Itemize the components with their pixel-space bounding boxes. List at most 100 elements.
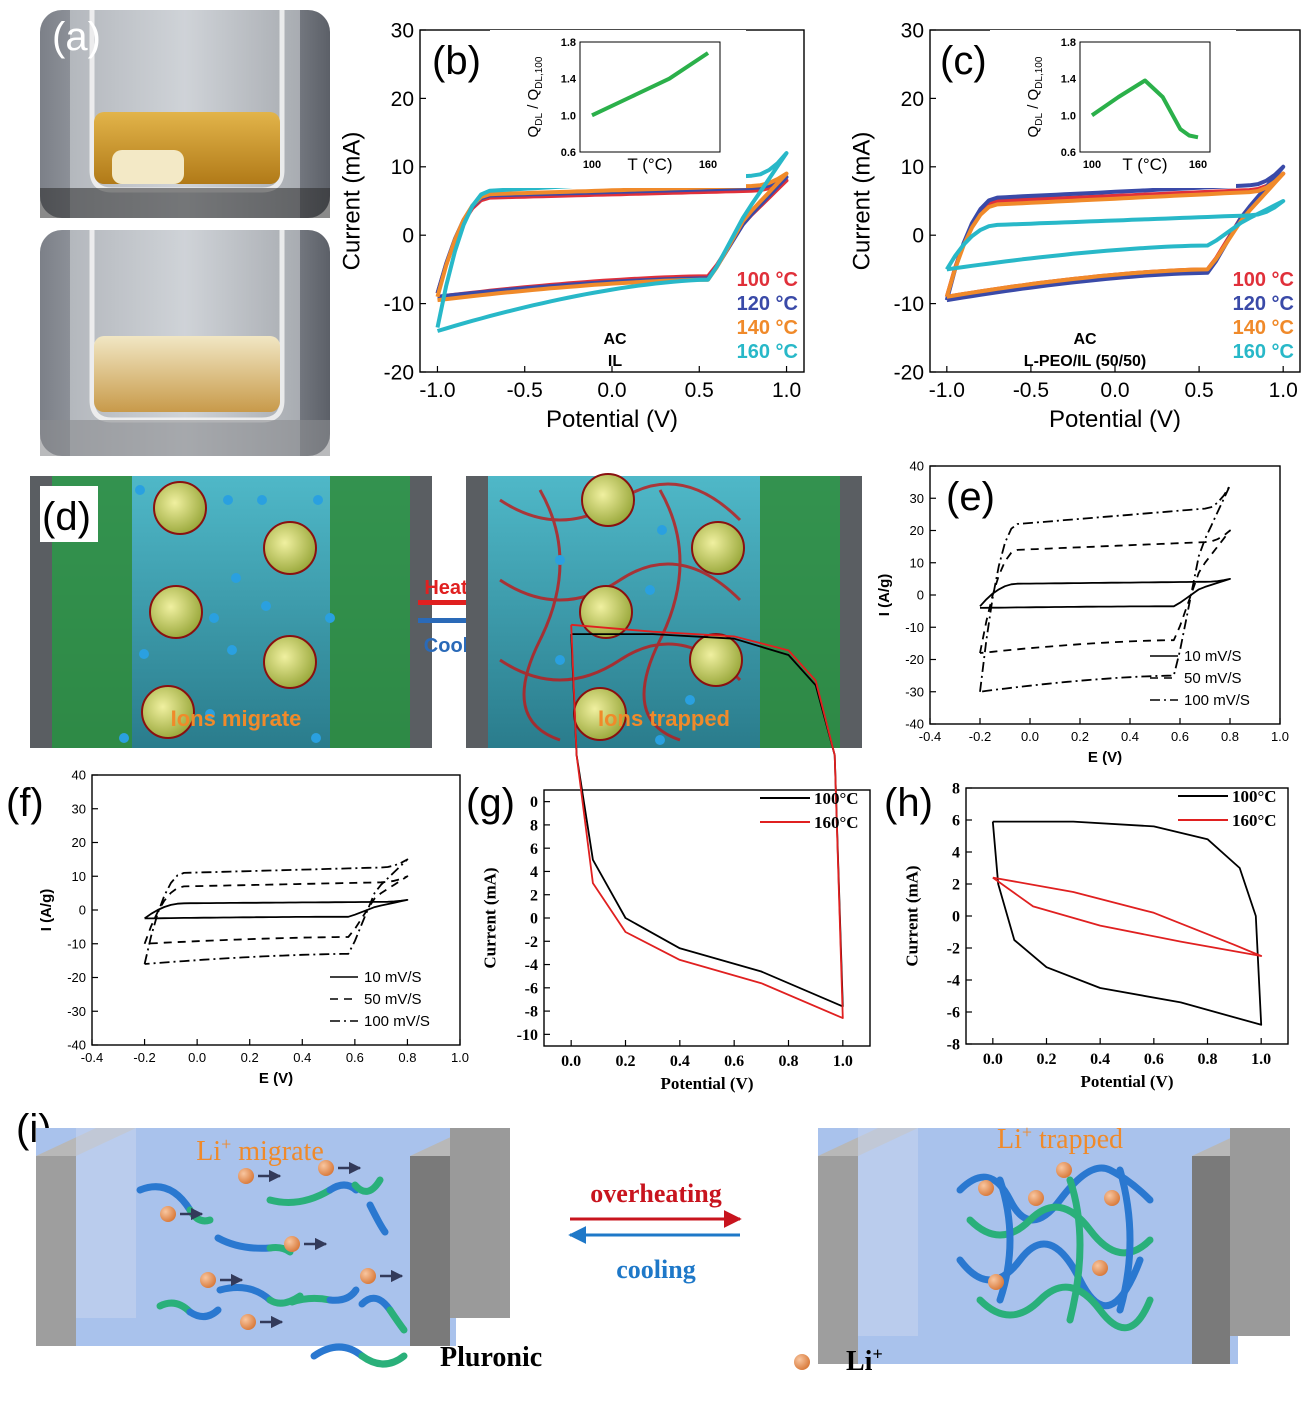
panel-label-g: (g) xyxy=(466,781,515,825)
panel-label-e: (e) xyxy=(946,475,995,519)
x-tick-label: 0.0 xyxy=(561,1053,581,1070)
y-tick-label: 20 xyxy=(910,523,924,538)
y-tick-label: -10 xyxy=(517,1027,538,1044)
inset-y-label: QDL / QDL,100 xyxy=(525,56,545,137)
series-line-3 xyxy=(979,484,1231,693)
chart-panel-h: 0.0 0.2 0.4 0.6 0.8 1.0 -8 -6 -4 -2 0 2 4 6 8 Potential… xyxy=(903,781,1289,1091)
x-tick-label: -1.0 xyxy=(929,379,965,402)
inset-y-tick: 1.0 xyxy=(1061,110,1076,122)
y-axis-label: I (A/g) xyxy=(876,574,893,617)
legend-entry: 160 °C xyxy=(1233,341,1294,363)
x-tick-label: -0.5 xyxy=(1013,379,1049,402)
legend-entry: 120 °C xyxy=(737,293,798,315)
x-tick-label: 1.0 xyxy=(451,1050,469,1065)
x-tick-label: 0.8 xyxy=(779,1053,799,1070)
legend-entry: 100°C xyxy=(1232,787,1277,806)
y-tick-label: -30 xyxy=(67,1004,86,1019)
y-tick-label: -10 xyxy=(384,293,414,316)
y-tick-label: 0 xyxy=(917,588,924,603)
inset-y-tick: 1.8 xyxy=(561,37,576,49)
legend-entry: 120 °C xyxy=(1233,293,1294,315)
y-tick-label: -4 xyxy=(525,957,538,974)
panel-label-h: (h) xyxy=(884,781,933,825)
chart-panel-g: 0.0 0.2 0.4 0.6 0.8 1.0 0 8 6 4 2 0 -2 -4 -6 -8 -10 Poten… xyxy=(481,623,871,1093)
legend-entry: 160°C xyxy=(814,813,859,832)
inset-y-tick: 0.6 xyxy=(1061,147,1076,159)
x-axis-label: Potential (V) xyxy=(1080,1072,1173,1091)
legend-entry: 100 mV/S xyxy=(364,1013,430,1030)
series-line-3 xyxy=(435,171,789,303)
label-cool: Cool xyxy=(424,635,468,657)
series-line-2 xyxy=(992,876,1263,957)
y-axis-label: Current (mA) xyxy=(903,865,922,966)
y-tick-label: -20 xyxy=(894,361,924,384)
inset-x-tick: 100 xyxy=(583,159,601,171)
series-line-3 xyxy=(944,171,1286,299)
li-ions-left xyxy=(160,1160,376,1330)
x-tick-label: -0.4 xyxy=(81,1050,103,1065)
x-tick-label: 0.5 xyxy=(1184,379,1213,402)
y-tick-label: 40 xyxy=(72,768,86,783)
x-tick-label: 1.0 xyxy=(833,1053,853,1070)
y-tick-label: 10 xyxy=(901,156,924,179)
y-axis-label: I (A/g) xyxy=(38,889,55,932)
series-line-1 xyxy=(979,578,1231,609)
inset-x-tick: 100 xyxy=(1083,159,1101,171)
legend-entry: 100 °C xyxy=(737,269,798,291)
y-tick-label: -2 xyxy=(947,941,960,958)
micelle-group-left xyxy=(141,481,317,739)
chart-panel-e: -0.4 -0.2 0.0 0.2 0.4 0.6 0.8 1.0 -40 -30 -20 -10 0 1… xyxy=(876,459,1289,766)
x-tick-label: 0.2 xyxy=(616,1053,636,1070)
cell-migrate: Li+ migrate xyxy=(36,1128,510,1346)
x-tick-label: 0.8 xyxy=(1221,729,1239,744)
chart-panel-f: -0.4 -0.2 0.0 0.2 0.4 0.6 0.8 1.0 -40 -30 -20 -10 0 1… xyxy=(38,768,469,1087)
y-tick-label: 30 xyxy=(910,491,924,506)
legend-li-ion: Li+ xyxy=(794,1344,883,1377)
x-tick-label: -0.2 xyxy=(969,729,991,744)
inset-y-label: QDL / QDL,100 xyxy=(1025,56,1045,137)
ion-arrows-left xyxy=(180,1161,404,1329)
x-tick-label: 1.0 xyxy=(1251,1051,1271,1068)
series-line-2 xyxy=(570,623,844,1019)
legend-entry: 10 mV/S xyxy=(1184,648,1242,665)
illustration-trapped: Ions trapped xyxy=(466,473,862,748)
series-line-4 xyxy=(945,199,1286,272)
x-tick-label: 0.5 xyxy=(685,379,714,402)
x-tick-label: -0.2 xyxy=(133,1050,155,1065)
inset-y-tick: 1.4 xyxy=(1061,74,1077,86)
y-tick-label: 10 xyxy=(910,555,924,570)
vial-photo-top xyxy=(40,10,330,218)
y-tick-label: 0 xyxy=(912,225,924,248)
y-tick-label: 6 xyxy=(952,813,960,830)
y-tick-label: -20 xyxy=(67,970,86,985)
overheating-cooling-arrows: overheating cooling xyxy=(568,1179,742,1284)
x-tick-label: -0.5 xyxy=(507,379,543,402)
series-line-1 xyxy=(991,820,1263,1026)
x-tick-label: 0.2 xyxy=(1037,1051,1057,1068)
x-tick-label: 0.4 xyxy=(1090,1051,1110,1068)
panel-d-illustration: Ions migrate Heat Cool xyxy=(30,473,862,748)
inset-series-line xyxy=(591,51,710,118)
x-tick-label: 0.4 xyxy=(1121,729,1139,744)
inset-x-tick: 160 xyxy=(1189,159,1207,171)
y-tick-label: 40 xyxy=(910,459,924,474)
annotation-text: AC xyxy=(603,331,627,348)
y-tick-label: 2 xyxy=(530,887,538,904)
y-tick-label: 4 xyxy=(530,864,538,881)
x-axis-label: Potential (V) xyxy=(546,406,678,433)
panel-label-c: (c) xyxy=(940,39,987,83)
y-tick-label: 20 xyxy=(391,88,414,111)
x-tick-label: 0.4 xyxy=(670,1053,690,1070)
y-tick-label: 0 xyxy=(402,225,414,248)
y-tick-label: -10 xyxy=(905,620,924,635)
legend-pluronic: Pluronic xyxy=(310,1342,542,1373)
legend-entry: 100°C xyxy=(814,789,859,808)
y-tick-label: 6 xyxy=(530,841,538,858)
caption-ions-trapped: Ions trapped xyxy=(598,706,730,731)
annotation-text: AC xyxy=(1073,331,1097,348)
series-line-2 xyxy=(979,529,1231,654)
inset-background xyxy=(990,30,1236,188)
y-tick-label: 30 xyxy=(72,801,86,816)
x-axis-label: Potential (V) xyxy=(660,1074,753,1093)
y-tick-label: 10 xyxy=(72,869,86,884)
